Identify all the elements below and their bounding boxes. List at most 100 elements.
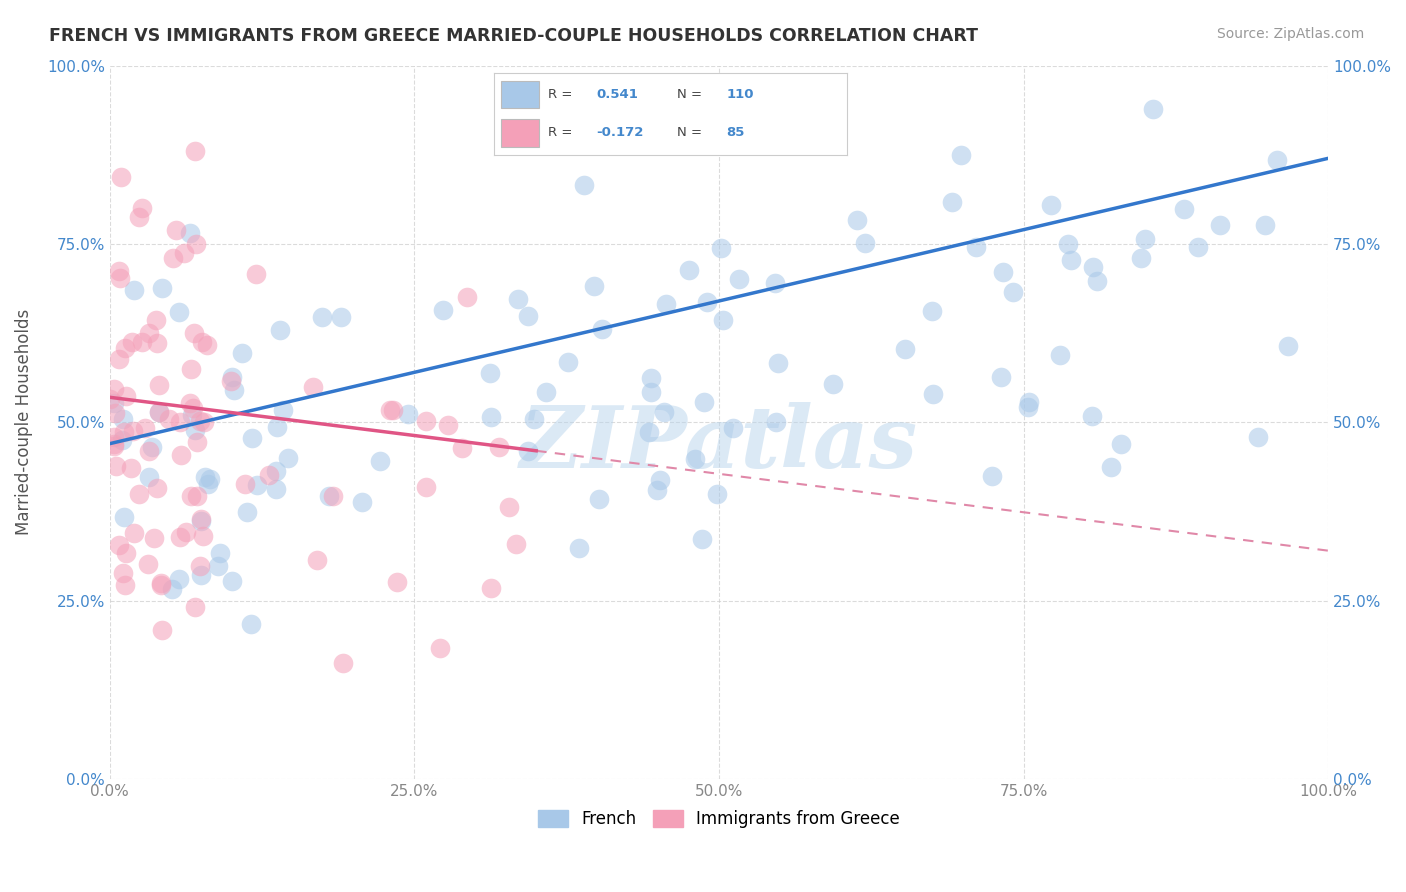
Point xyxy=(195,337,218,351)
Point xyxy=(222,384,245,398)
Point xyxy=(1187,240,1209,254)
Point xyxy=(138,469,160,483)
Y-axis label: Married-couple Households: Married-couple Households xyxy=(15,310,32,535)
Point xyxy=(169,530,191,544)
Point xyxy=(950,148,973,162)
Point xyxy=(277,451,299,466)
Point xyxy=(652,404,675,418)
Point xyxy=(231,346,253,360)
Point xyxy=(921,304,943,318)
Point xyxy=(162,582,184,596)
Legend: French, Immigrants from Greece: French, Immigrants from Greece xyxy=(531,804,907,835)
Point xyxy=(479,366,502,380)
Point xyxy=(148,405,170,419)
Point xyxy=(174,525,197,540)
Point xyxy=(184,423,207,437)
Point xyxy=(121,334,143,349)
Point xyxy=(138,326,160,340)
Point xyxy=(488,440,510,454)
Point xyxy=(706,487,728,501)
Point xyxy=(131,335,153,350)
Point xyxy=(167,572,190,586)
Point xyxy=(1060,252,1083,267)
Point xyxy=(110,169,132,184)
Point xyxy=(173,246,195,260)
Point xyxy=(103,437,125,451)
Point xyxy=(640,371,662,385)
Point xyxy=(149,576,172,591)
Point xyxy=(180,362,202,376)
Point xyxy=(245,267,267,281)
Text: ZIPatlas: ZIPatlas xyxy=(520,402,918,485)
Point xyxy=(1018,401,1040,415)
Point xyxy=(264,482,287,496)
Point xyxy=(1265,153,1288,167)
Point xyxy=(591,322,613,336)
Point xyxy=(557,355,579,369)
Point xyxy=(108,270,131,285)
Point xyxy=(1142,103,1164,117)
Point xyxy=(965,240,987,254)
Point xyxy=(157,412,180,426)
Point xyxy=(114,389,136,403)
Text: Source: ZipAtlas.com: Source: ZipAtlas.com xyxy=(1216,27,1364,41)
Point xyxy=(190,514,212,528)
Point xyxy=(141,440,163,454)
Point xyxy=(138,443,160,458)
Point xyxy=(534,384,557,399)
Point xyxy=(188,558,211,573)
Point xyxy=(517,309,540,323)
Point xyxy=(894,342,917,356)
Point xyxy=(193,529,215,543)
Point xyxy=(711,313,734,327)
Point xyxy=(198,472,221,486)
Point xyxy=(114,342,136,356)
Point xyxy=(429,641,451,656)
Point xyxy=(1081,260,1104,274)
Point xyxy=(498,500,520,514)
Point xyxy=(259,467,281,482)
Point xyxy=(505,537,527,551)
Point xyxy=(207,558,229,573)
Point xyxy=(266,420,288,434)
Point xyxy=(1081,409,1104,423)
Point xyxy=(148,378,170,392)
Point xyxy=(1049,348,1071,362)
Point xyxy=(352,494,374,508)
Point xyxy=(568,541,591,556)
Point xyxy=(114,578,136,592)
Point xyxy=(710,241,733,255)
Point xyxy=(111,412,134,426)
Point xyxy=(415,480,437,494)
Point xyxy=(1277,339,1299,353)
Point xyxy=(98,392,121,406)
Point xyxy=(112,509,135,524)
Point xyxy=(696,295,718,310)
Point xyxy=(186,435,208,450)
Point xyxy=(236,505,259,519)
Point xyxy=(479,409,502,424)
Point xyxy=(111,566,134,581)
Point xyxy=(311,310,333,325)
Point xyxy=(145,313,167,327)
Point xyxy=(307,553,329,567)
Point xyxy=(197,476,219,491)
Point xyxy=(302,380,325,394)
Point xyxy=(179,226,201,240)
Point xyxy=(368,453,391,467)
Point xyxy=(382,403,405,417)
Point xyxy=(108,538,131,552)
Point xyxy=(152,281,174,295)
Point xyxy=(103,430,125,444)
Point xyxy=(264,464,287,478)
Point xyxy=(727,271,749,285)
Point xyxy=(142,531,165,545)
Point xyxy=(1246,430,1268,444)
Point xyxy=(111,433,134,447)
Point xyxy=(508,293,530,307)
Point xyxy=(637,425,659,440)
Point xyxy=(180,489,202,503)
Point xyxy=(415,414,437,428)
Point xyxy=(451,442,474,456)
Point xyxy=(170,448,193,462)
